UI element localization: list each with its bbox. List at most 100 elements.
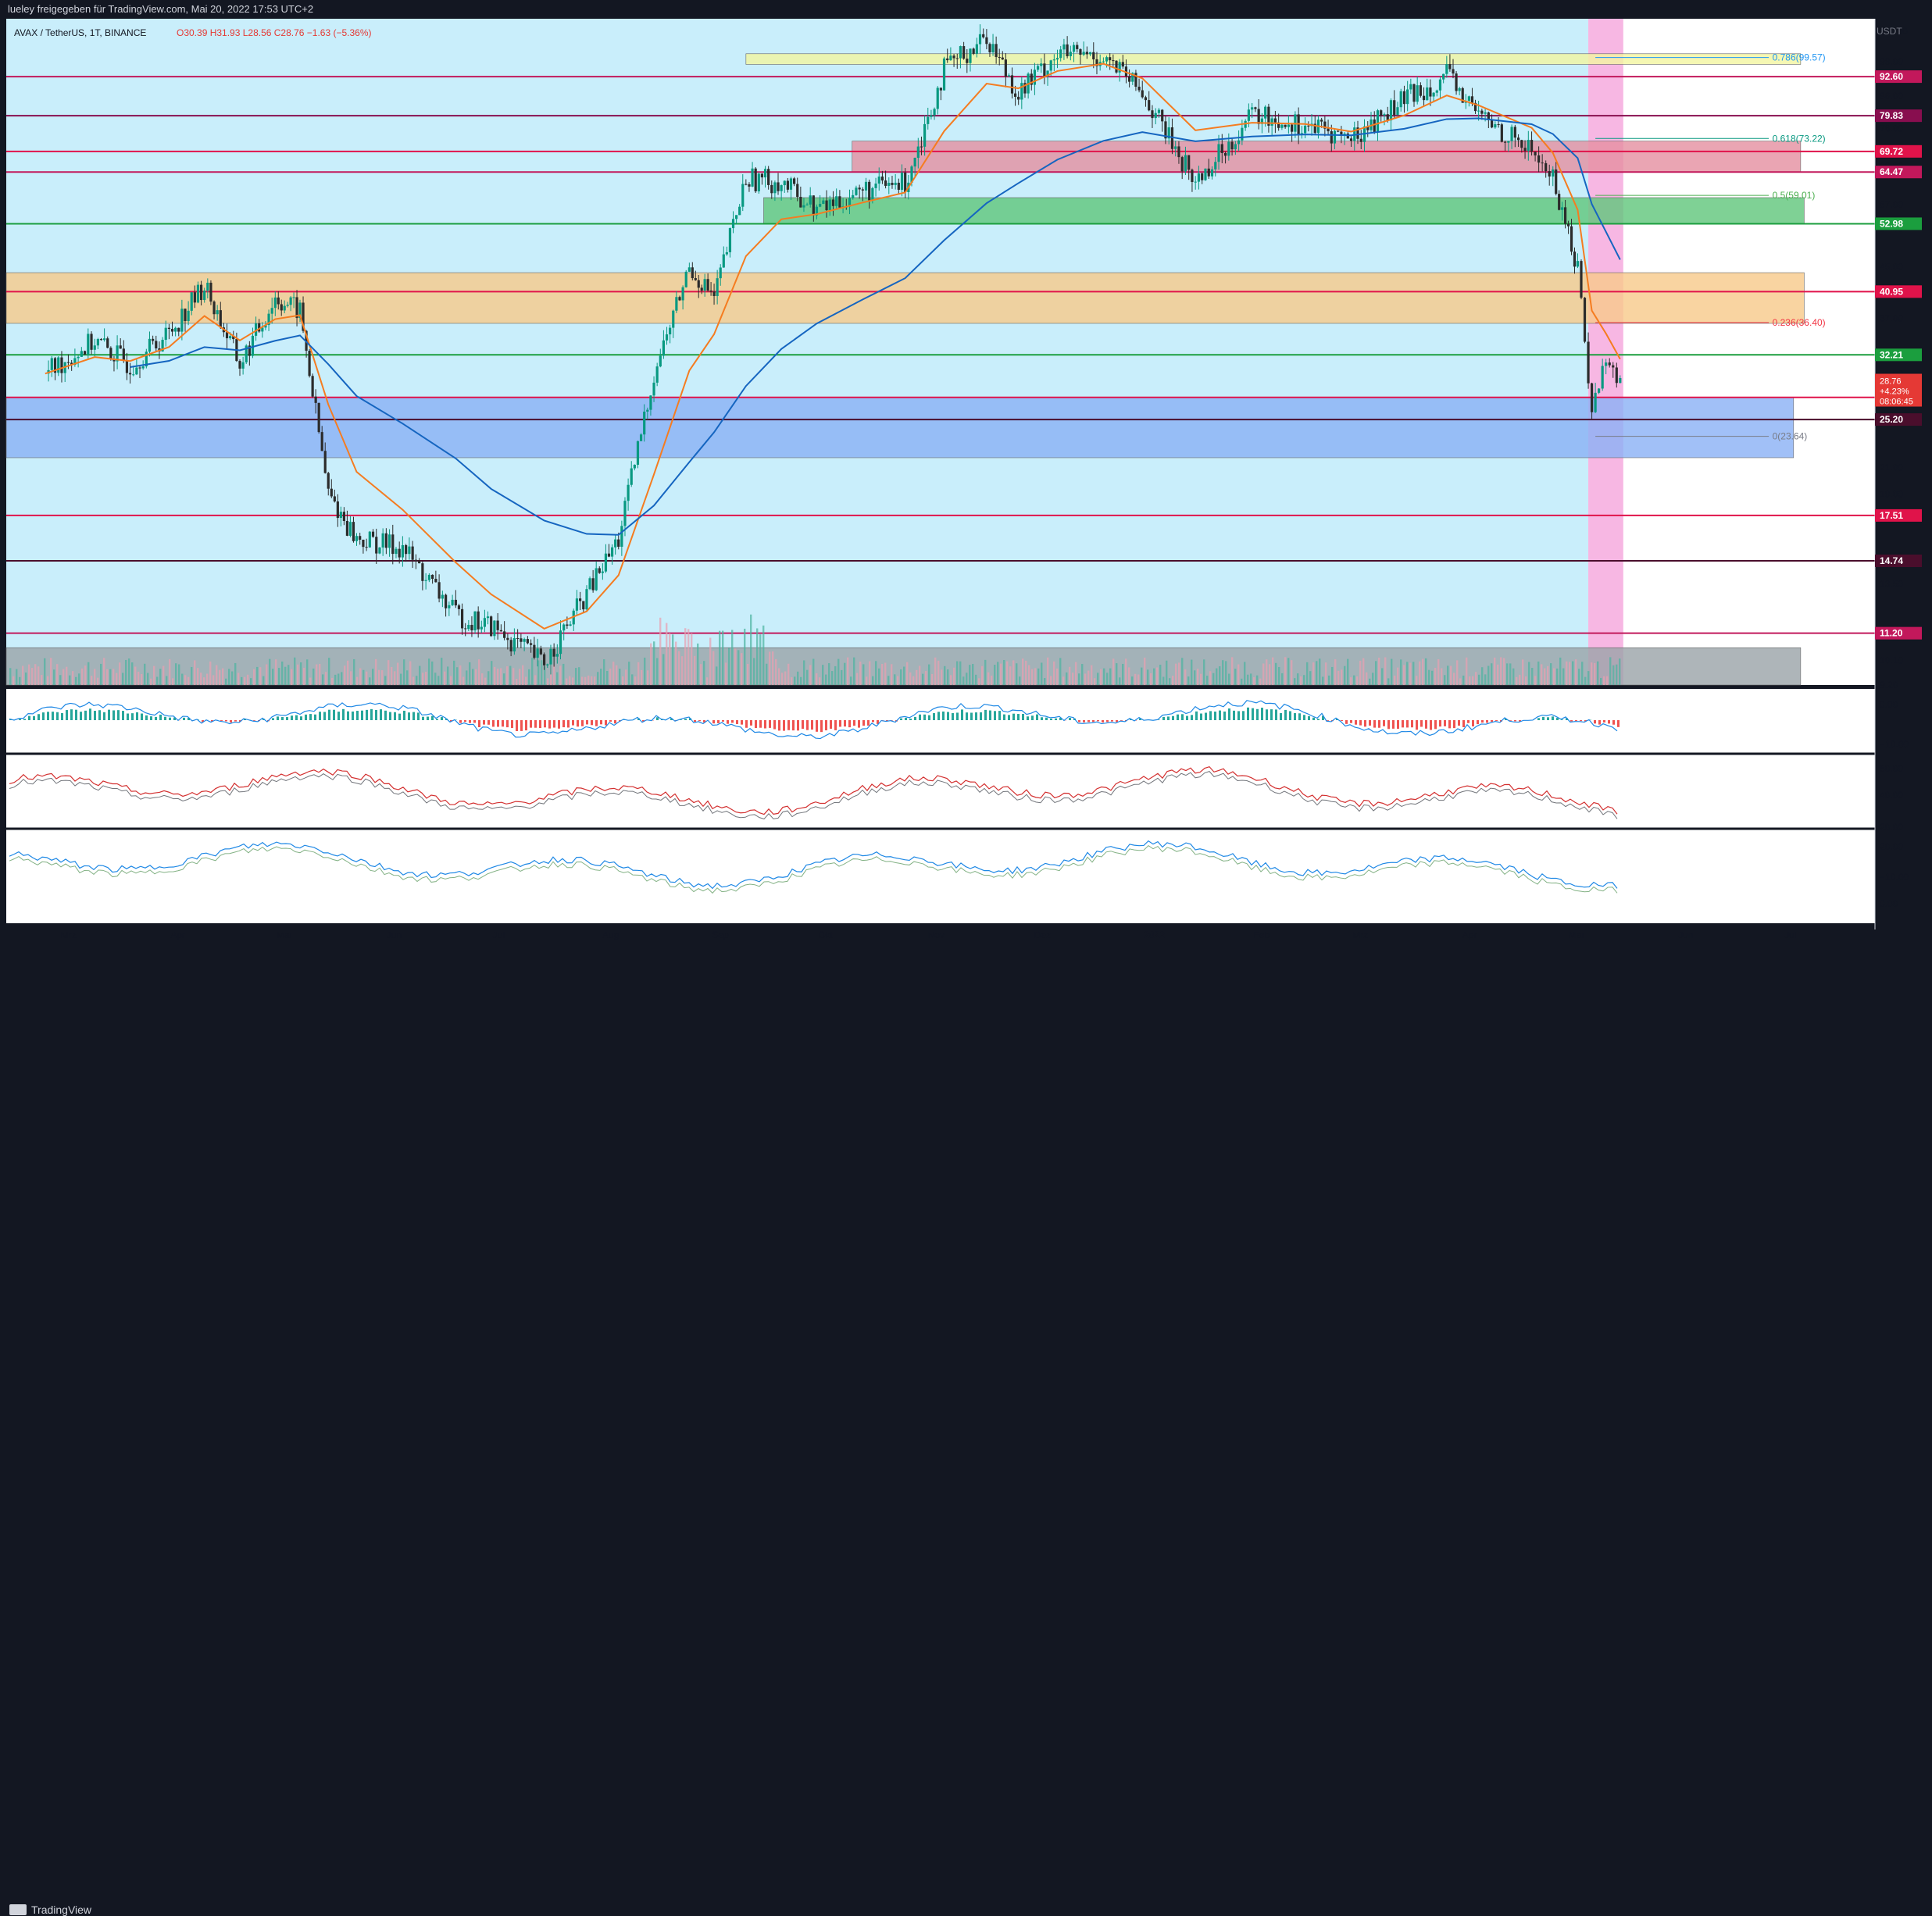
volume-bar <box>1541 664 1542 685</box>
brand-label: TradingView <box>31 1904 91 1916</box>
volume-bar <box>1425 658 1427 685</box>
macd-histogram-bar <box>1256 709 1259 720</box>
candle-down <box>1187 155 1190 170</box>
volume-bar <box>916 670 917 685</box>
candle-up <box>271 308 273 313</box>
candle-up <box>887 183 890 186</box>
volume-bar <box>1550 663 1552 685</box>
candle-up <box>874 184 877 188</box>
candle-down <box>701 287 703 291</box>
volume-bar <box>1522 659 1523 685</box>
volume-bar <box>1100 669 1102 685</box>
macd-histogram-bar <box>1472 720 1474 726</box>
candle-up <box>588 578 591 589</box>
volume-bar <box>325 672 327 685</box>
volume-bar <box>1406 662 1408 685</box>
volume-bar <box>684 628 686 685</box>
candle-up <box>441 595 444 599</box>
volume-bar <box>1241 679 1242 685</box>
volume-bar <box>294 658 295 685</box>
volume-bar <box>1416 676 1417 685</box>
macd-histogram-bar <box>464 720 466 722</box>
candle-down <box>1497 124 1499 125</box>
candle-up <box>1062 45 1065 49</box>
macd-histogram-bar <box>1570 720 1573 722</box>
macd-histogram-bar <box>389 712 391 720</box>
candle-up <box>669 328 671 334</box>
tradingview-logo[interactable]: TradingView <box>9 1904 91 1916</box>
volume-bar <box>1556 669 1558 685</box>
volume-bar <box>1109 669 1111 685</box>
candle-up <box>620 526 623 547</box>
candle-up <box>1059 49 1062 58</box>
candle-up <box>1211 169 1213 177</box>
candle-up <box>292 297 295 298</box>
volume-bar <box>1159 665 1161 685</box>
candle-up <box>738 207 741 216</box>
volume-bar <box>397 662 398 685</box>
volume-bar <box>966 673 967 685</box>
volume-bar <box>1391 659 1392 685</box>
volume-bar <box>609 669 611 685</box>
macd-histogram-bar <box>305 715 307 720</box>
candle-down <box>391 534 394 554</box>
macd-histogram-bar <box>473 720 476 723</box>
volume-bar <box>1456 660 1458 685</box>
candle-down <box>152 339 154 341</box>
macd-histogram-bar <box>352 712 354 720</box>
volume-bar <box>1353 676 1355 685</box>
candle-up <box>395 549 397 554</box>
macd-histogram-bar <box>122 711 124 720</box>
time-tick-label: Mrz <box>61 929 77 940</box>
candle-down <box>1066 45 1069 56</box>
macd-histogram-bar <box>1275 709 1277 720</box>
candle-down <box>1086 52 1088 54</box>
macd-histogram-bar <box>1092 720 1095 722</box>
fib-label: 0(23.64) <box>1773 431 1808 442</box>
candle-up <box>784 181 786 186</box>
volume-bar <box>409 662 411 685</box>
macd-histogram-bar <box>183 718 185 720</box>
macd-histogram-bar <box>478 720 480 727</box>
volume-bar <box>78 673 80 685</box>
macd-histogram-bar <box>548 720 551 729</box>
macd-histogram-bar <box>422 717 424 720</box>
candle-up <box>452 600 454 605</box>
macd-histogram-bar <box>797 720 799 730</box>
volume-bar <box>1103 669 1105 685</box>
macd-histogram-bar <box>1383 720 1385 726</box>
candle-down <box>1191 169 1193 182</box>
macd-histogram-bar <box>403 711 405 720</box>
chart-canvas[interactable]: 110.0098.0086.0076.0066.0057.0052.0045.0… <box>0 0 1932 976</box>
volume-bar <box>656 658 658 685</box>
volume-bar <box>691 633 692 685</box>
macd-histogram-bar <box>1612 720 1615 725</box>
candle-down <box>891 183 893 185</box>
volume-bar <box>619 669 620 685</box>
candle-up <box>949 55 952 60</box>
candle-up <box>135 368 137 375</box>
volume-bar <box>1034 668 1036 685</box>
volume-bar <box>81 669 83 685</box>
candle-up <box>1056 58 1059 59</box>
candle-down <box>421 563 423 581</box>
volume-bar <box>584 677 586 685</box>
volume-bar <box>1575 659 1577 685</box>
candle-down <box>315 397 317 403</box>
candle-up <box>1204 169 1206 180</box>
macd-histogram-bar <box>1453 720 1455 728</box>
macd-histogram-bar <box>872 720 874 722</box>
volume-bar <box>297 665 298 685</box>
candle-down <box>1491 120 1493 127</box>
macd-histogram-bar <box>408 712 410 720</box>
candle-up <box>77 357 80 359</box>
volume-bar <box>1362 658 1364 685</box>
macd-histogram-bar <box>1167 716 1170 720</box>
chart-screenshot: { "header": { "shared_by": "lueley freig… <box>0 0 1932 976</box>
macd-histogram-bar <box>89 708 91 720</box>
candle-up <box>549 649 552 665</box>
candle-down <box>995 44 998 57</box>
macd-histogram-bar <box>961 709 963 720</box>
volume-bar <box>616 665 617 685</box>
volume-bar <box>591 676 592 685</box>
